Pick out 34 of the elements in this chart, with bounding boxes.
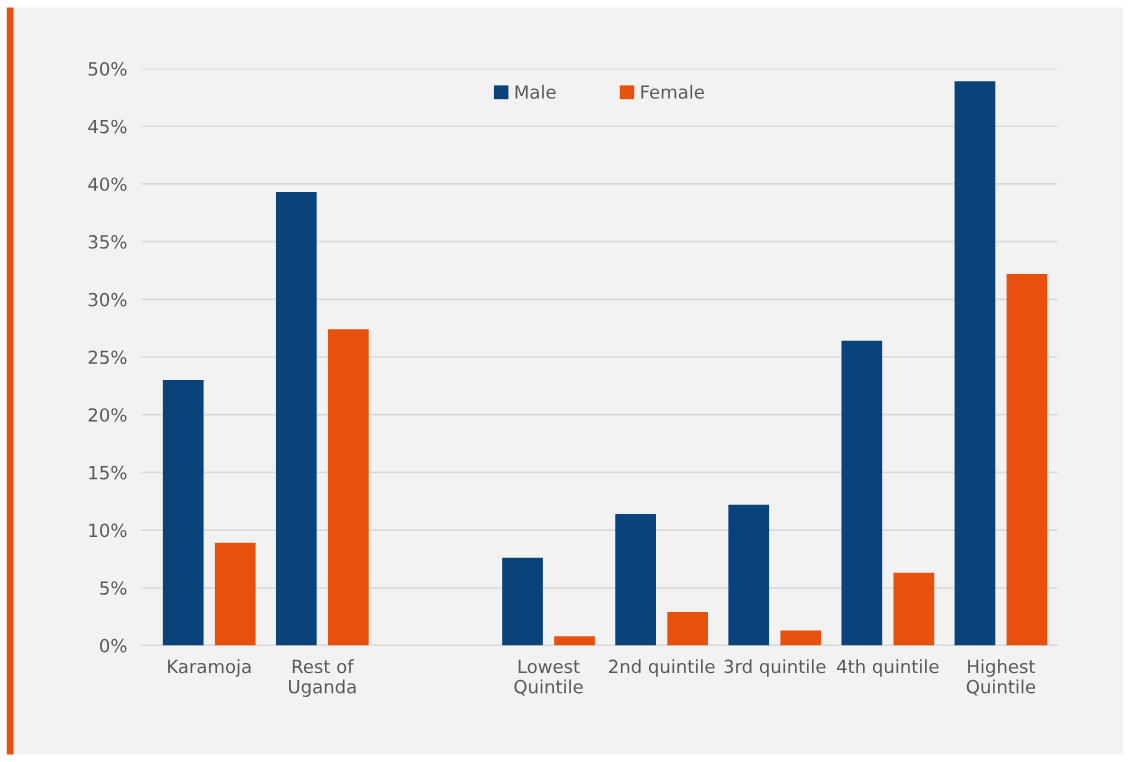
x-tick-label: 3rd quintile (724, 659, 826, 677)
bar (615, 513, 656, 646)
bar (954, 81, 996, 646)
bar (214, 542, 256, 646)
bar (1006, 273, 1048, 646)
y-tick-label: 35% (88, 235, 127, 249)
bar (162, 380, 204, 646)
y-tick-label: 25% (88, 350, 127, 365)
bar (554, 636, 595, 646)
legend-label: Female (641, 84, 704, 99)
y-tick-label: 30% (88, 292, 127, 307)
y-tick-label: 50% (88, 62, 127, 76)
x-tick-label: Lowest Quintile (514, 659, 583, 696)
x-tick-label: 4th quintile (837, 659, 939, 677)
bar (841, 340, 883, 646)
bar (780, 630, 822, 646)
legend-label: Male (515, 84, 556, 99)
bar (502, 557, 543, 646)
x-tick-label: Karamoja (168, 659, 251, 677)
y-tick-label: 45% (88, 119, 127, 134)
y-tick-label: 10% (89, 523, 127, 538)
bar (327, 329, 369, 646)
x-tick-label: Rest of Uganda (289, 659, 356, 697)
y-tick-label: 20% (88, 408, 127, 422)
y-tick-label: 40% (88, 177, 127, 192)
x-tick-label: 2nd quintile (609, 659, 715, 677)
x-tick-label: Highest Quintile (966, 659, 1036, 696)
bar (893, 572, 935, 646)
y-tick-label: 0% (100, 638, 127, 653)
bar (275, 192, 317, 646)
bar (667, 611, 709, 646)
bar (728, 504, 770, 646)
y-tick-label: 5% (100, 581, 127, 595)
y-tick-label: 15% (89, 465, 127, 480)
